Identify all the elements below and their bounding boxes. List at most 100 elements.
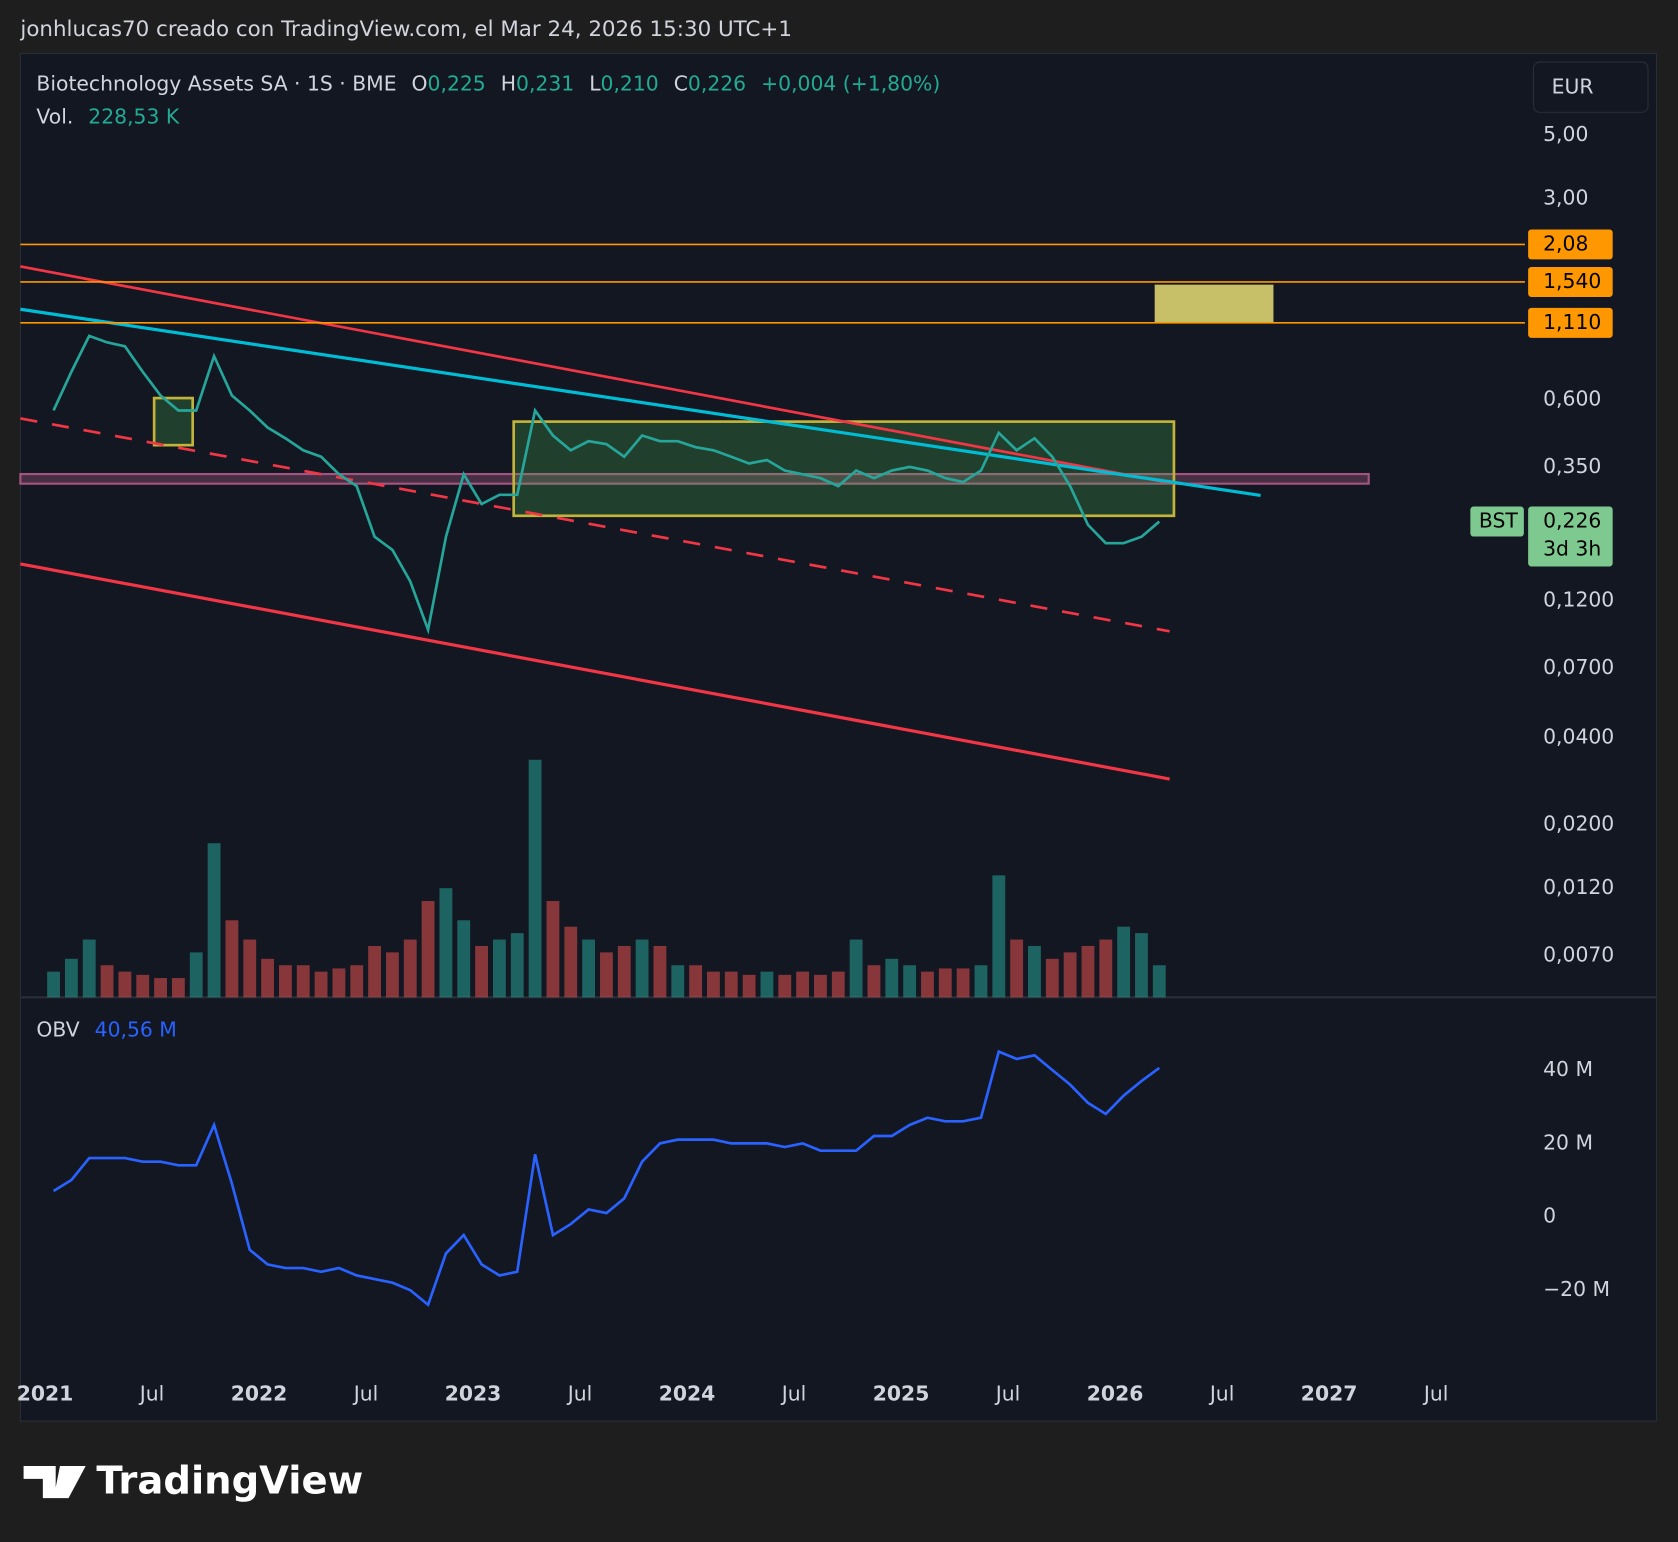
x-tick-label: 2023 [445,1381,502,1405]
volume-bar [261,958,274,998]
volume-bar [510,933,524,998]
volume-bar [903,965,917,998]
ohlc-value: 0,231 [516,72,574,96]
level-tag [1528,307,1613,338]
y-tick-label: 3,00 [1543,186,1588,210]
volume-bar [118,971,132,998]
symbol-tag-label: BST [1479,509,1518,533]
volume-bar [528,759,542,998]
volume-bar [831,971,845,998]
x-tick-label: 2022 [231,1381,288,1405]
volume-label: Vol. [36,105,73,129]
volume-bar [457,920,471,998]
trend-line [20,307,1261,498]
y-tick-label: 0,0200 [1543,811,1614,835]
y-tick-label: 0,0070 [1543,942,1614,966]
volume-bar [671,965,685,998]
y-tick-label: 0,1200 [1543,588,1614,612]
volume-bar [243,939,257,998]
range-box [512,420,1176,518]
volume-bar [564,926,578,998]
volume-bar [689,965,703,998]
x-tick-label: 2021 [17,1381,74,1405]
x-tick-label: 2024 [659,1381,716,1405]
volume-bar [171,978,185,998]
volume-bar [1117,926,1131,998]
price-line [52,1049,1161,1308]
volume-bar [617,945,631,998]
volume-bar [278,965,292,998]
drawings [19,265,1370,781]
ohlc-value: 0,226 [688,72,746,96]
brand: TradingView [96,1459,363,1504]
change: +0,004 (+1,80%) [761,72,940,96]
legend: Biotechnology Assets SA · 1S · BME O 0,225… [36,72,940,129]
x-tick-label: Jul [1208,1381,1235,1405]
volume-bar [814,974,827,998]
price-tag [1528,506,1613,567]
volume-bar [421,901,435,998]
support-band [19,472,1370,485]
volume-bar [992,875,1006,998]
x-tick-label: Jul [138,1381,165,1405]
volume-bar [760,971,774,998]
trend-line [20,562,1170,781]
level-label: 1,540 [1543,269,1601,293]
volume-bar [707,971,720,998]
volume-bar [493,939,506,998]
volume-bar [1081,945,1095,998]
volume-bar [1045,958,1059,998]
trend-line [20,265,1175,485]
volume-bar [778,974,792,998]
currency[interactable]: EUR [1552,75,1594,99]
y-tick-label: 0,600 [1543,387,1601,411]
level-label: 2,08 [1543,231,1588,255]
x-tick-label: 2027 [1301,1381,1358,1405]
target-box [1154,284,1274,323]
price-line [52,334,1161,635]
y-tick-label: 20 M [1543,1130,1593,1154]
x-tick-label: Jul [566,1381,593,1405]
volume-bar [314,971,328,998]
y-tick-label: 0,0120 [1543,875,1614,899]
ohlc-key: C [674,72,688,96]
volume-bar [635,939,649,998]
volume-bar [867,965,881,998]
obv-title: OBV [36,1017,79,1041]
symbol-tag [1470,506,1524,537]
volume-bar [100,965,114,998]
volume-bar [64,958,78,998]
footer: TradingView [23,1459,363,1504]
volume-bar [1099,939,1113,998]
volume-bar [136,974,150,998]
volume-bar [82,939,96,998]
volume-bar [849,939,863,998]
ohlc-key: L [589,72,601,96]
y-tick-label: 5,00 [1543,122,1588,146]
volume-bar [47,971,60,998]
volume-bar [403,939,417,998]
currency-box[interactable] [1532,61,1649,113]
volume-bar [189,952,203,998]
volume-bar [296,965,310,998]
volume-bar [1028,945,1041,998]
price-tag-value: 0,226 [1543,509,1601,533]
volume-bar [724,971,738,998]
y-tick-label: 0,350 [1543,454,1601,478]
plot: 5,00 3,00 0,600 0,350 0,1200 0,0700 0,0400 0,02… [17,122,1615,1405]
credit: jonhlucas70 creado con TradingView.com, … [19,17,792,42]
x-tick-label: Jul [1422,1381,1449,1405]
ohlc-key: H [501,72,516,96]
volume-value: 228,53 K [88,105,180,129]
x-tick-label: 2025 [873,1381,930,1405]
volume-bar [956,968,970,998]
level-label: 1,110 [1543,310,1601,334]
level-tag [1528,229,1613,260]
symbol: Biotechnology Assets SA · 1S · BME [36,72,396,96]
volume-bar [921,971,934,998]
x-tick-label: Jul [780,1381,807,1405]
volume-bar [796,971,810,998]
y-tick-label: 40 M [1543,1057,1593,1081]
